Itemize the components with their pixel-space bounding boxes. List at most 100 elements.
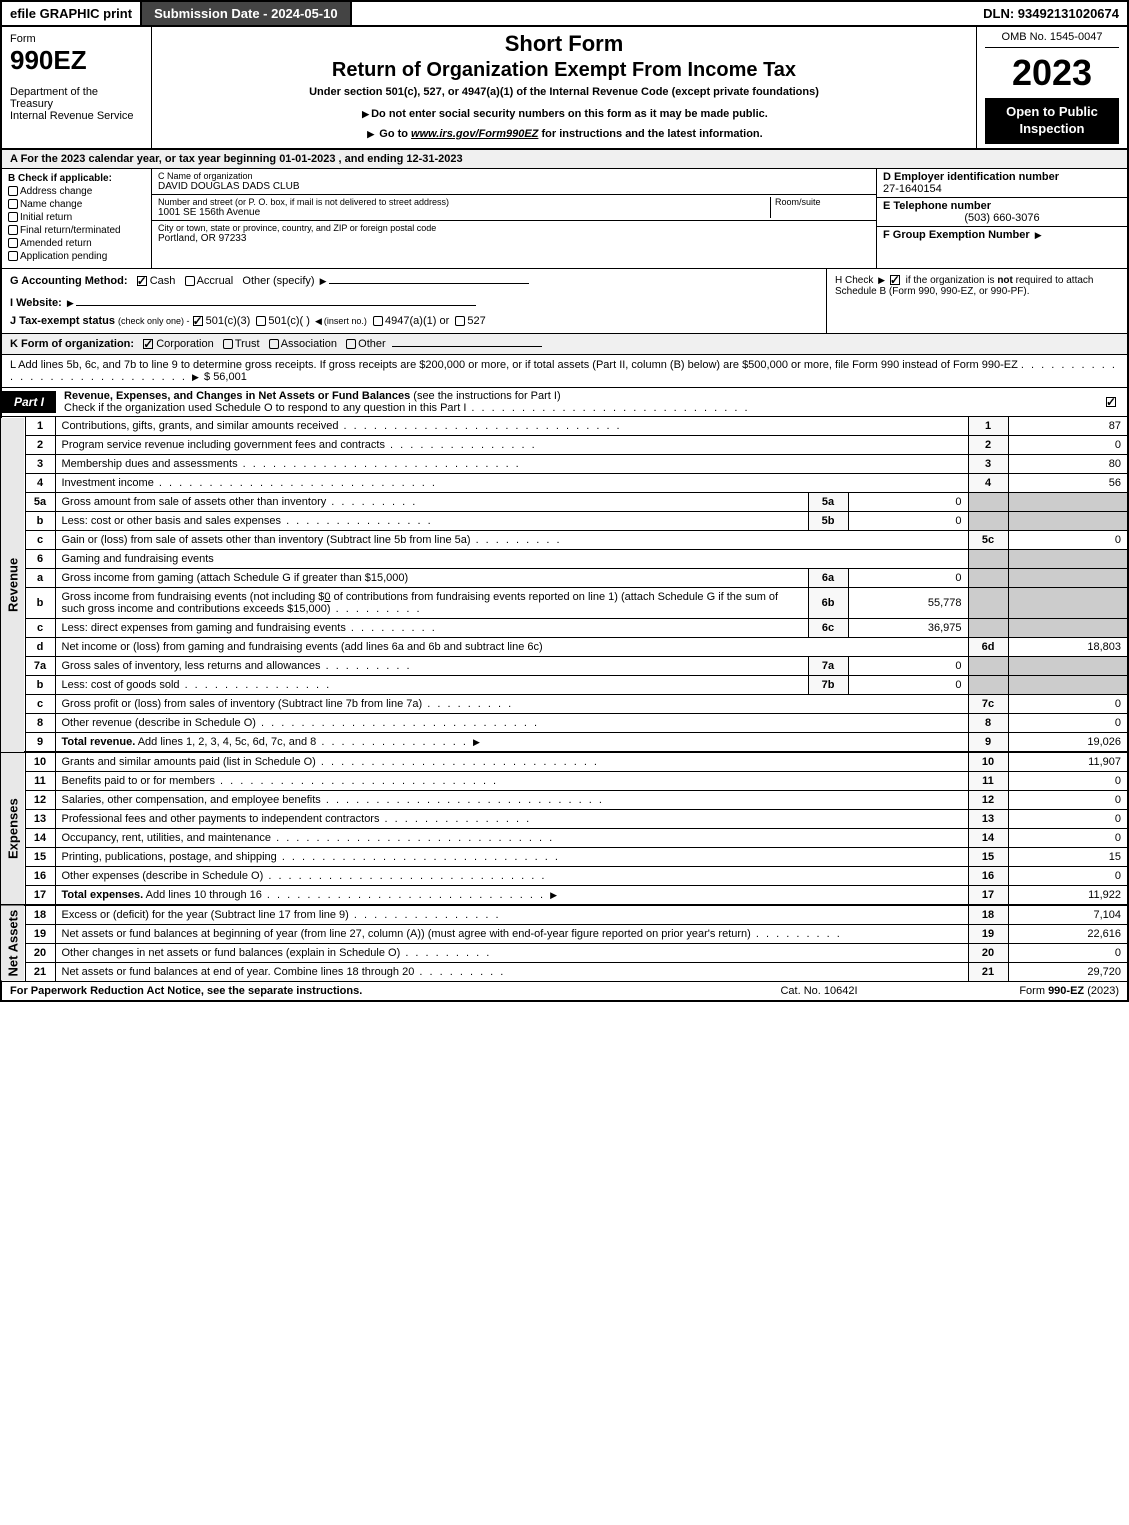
line-2-row: 2 Program service revenue including gove…	[1, 435, 1128, 454]
line-14-row: 14 Occupancy, rent, utilities, and maint…	[1, 828, 1128, 847]
street-value: 1001 SE 156th Avenue	[158, 207, 770, 218]
accounting-method: G Accounting Method: Cash Accrual Other …	[10, 275, 818, 287]
f-label: F Group Exemption Number	[883, 229, 1030, 241]
chk-association[interactable]	[269, 339, 279, 349]
form-number: 990EZ	[10, 45, 143, 76]
line-11-value: 0	[1008, 771, 1128, 790]
line-14-value: 0	[1008, 828, 1128, 847]
paperwork-notice: For Paperwork Reduction Act Notice, see …	[10, 985, 719, 997]
line-18-value: 7,104	[1008, 905, 1128, 925]
website-field[interactable]	[76, 305, 476, 306]
line-4-row: 4 Investment income 4 56	[1, 473, 1128, 492]
other-org-field[interactable]	[392, 346, 542, 347]
header-left: Form 990EZ Department of the Treasury In…	[2, 27, 152, 148]
line-1-value: 87	[1008, 417, 1128, 436]
h-text2: if the organization is	[906, 275, 998, 286]
group-exemption-block: F Group Exemption Number	[877, 227, 1127, 243]
line-2-value: 0	[1008, 435, 1128, 454]
line-6b-value: 55,778	[848, 587, 968, 618]
header-center: Short Form Return of Organization Exempt…	[152, 27, 977, 148]
irs-link[interactable]: www.irs.gov/Form990EZ	[411, 128, 538, 140]
org-city-block: City or town, state or province, country…	[152, 221, 876, 246]
chk-other-org[interactable]	[346, 339, 356, 349]
line-18-row: Net Assets 18 Excess or (deficit) for th…	[1, 905, 1128, 925]
telephone-value: (503) 660-3076	[883, 212, 1121, 224]
line-6c-value: 36,975	[848, 618, 968, 637]
chk-501c3[interactable]	[193, 316, 203, 326]
chk-cash[interactable]	[137, 276, 147, 286]
line-6b-row: b Gross income from fundraising events (…	[1, 587, 1128, 618]
line-9-value: 19,026	[1008, 732, 1128, 752]
line-12-value: 0	[1008, 790, 1128, 809]
line-15-row: 15 Printing, publications, postage, and …	[1, 847, 1128, 866]
city-label: City or town, state or province, country…	[158, 223, 870, 233]
line-6c-row: c Less: direct expenses from gaming and …	[1, 618, 1128, 637]
line-17-row: 17 Total expenses. Add lines 10 through …	[1, 885, 1128, 905]
efile-label[interactable]: efile GRAPHIC print	[2, 2, 140, 25]
ein-value: 27-1640154	[883, 183, 1121, 195]
chk-corporation[interactable]	[143, 339, 153, 349]
line-7a-value: 0	[848, 656, 968, 675]
ssn-warning: Do not enter social security numbers on …	[160, 108, 968, 120]
chk-name-change[interactable]: Name change	[8, 199, 145, 210]
chk-initial-return[interactable]: Initial return	[8, 212, 145, 223]
tax-exempt-row: J Tax-exempt status (check only one) - 5…	[10, 315, 818, 327]
line-7c-row: c Gross profit or (loss) from sales of i…	[1, 694, 1128, 713]
chk-527[interactable]	[455, 316, 465, 326]
col-b-checkboxes: B Check if applicable: Address change Na…	[2, 169, 152, 268]
row-k: K Form of organization: Corporation Trus…	[0, 334, 1129, 355]
row-a-calendar-year: A For the 2023 calendar year, or tax yea…	[0, 150, 1129, 169]
chk-application-pending[interactable]: Application pending	[8, 251, 145, 262]
part-i-header: Part I Revenue, Expenses, and Changes in…	[0, 388, 1129, 417]
line-20-row: 20 Other changes in net assets or fund b…	[1, 943, 1128, 962]
line-5c-value: 0	[1008, 530, 1128, 549]
line-20-value: 0	[1008, 943, 1128, 962]
c-name-label: C Name of organization	[158, 171, 870, 181]
col-def: D Employer identification number 27-1640…	[877, 169, 1127, 268]
chk-amended-return[interactable]: Amended return	[8, 238, 145, 249]
omb-number: OMB No. 1545-0047	[985, 31, 1119, 48]
line-12-row: 12 Salaries, other compensation, and emp…	[1, 790, 1128, 809]
line-5a-value: 0	[848, 492, 968, 511]
public-inspection-badge: Open to Public Inspection	[985, 98, 1119, 144]
line-6-row: 6 Gaming and fundraising events	[1, 549, 1128, 568]
part-i-checkbox[interactable]	[1098, 394, 1127, 410]
line-5a-row: 5a Gross amount from sale of assets othe…	[1, 492, 1128, 511]
chk-address-change[interactable]: Address change	[8, 186, 145, 197]
col-h: H Check if the organization is not requi…	[827, 269, 1127, 333]
other-field[interactable]	[329, 283, 529, 284]
chk-final-return[interactable]: Final return/terminated	[8, 225, 145, 236]
form-word: Form	[10, 33, 143, 45]
line-19-value: 22,616	[1008, 924, 1128, 943]
col-g: G Accounting Method: Cash Accrual Other …	[2, 269, 827, 333]
chk-trust[interactable]	[223, 339, 233, 349]
chk-schedule-b[interactable]	[890, 275, 900, 285]
h-not: not	[997, 275, 1013, 286]
row-l: L Add lines 5b, 6c, and 7b to line 9 to …	[0, 355, 1129, 388]
line-19-row: 19 Net assets or fund balances at beginn…	[1, 924, 1128, 943]
tax-year: 2023	[985, 52, 1119, 94]
catalog-number: Cat. No. 10642I	[719, 985, 919, 997]
org-name-block: C Name of organization DAVID DOUGLAS DAD…	[152, 169, 876, 195]
line-6d-value: 18,803	[1008, 637, 1128, 656]
line-17-value: 11,922	[1008, 885, 1128, 905]
section-bcdef: B Check if applicable: Address change Na…	[0, 169, 1129, 269]
h-text1: H Check	[835, 275, 876, 286]
col-c-org-info: C Name of organization DAVID DOUGLAS DAD…	[152, 169, 877, 268]
d-label: D Employer identification number	[883, 171, 1121, 183]
dln-number: DLN: 93492131020674	[975, 2, 1127, 25]
line-7b-row: b Less: cost of goods sold 7b 0	[1, 675, 1128, 694]
department-label: Department of the Treasury Internal Reve…	[10, 86, 143, 122]
chk-accrual[interactable]	[185, 276, 195, 286]
line-6d-row: d Net income or (loss) from gaming and f…	[1, 637, 1128, 656]
line-21-value: 29,720	[1008, 962, 1128, 981]
line-21-row: 21 Net assets or fund balances at end of…	[1, 962, 1128, 981]
page-footer: For Paperwork Reduction Act Notice, see …	[0, 982, 1129, 1002]
form-header: Form 990EZ Department of the Treasury In…	[0, 27, 1129, 150]
chk-4947[interactable]	[373, 316, 383, 326]
room-label: Room/suite	[775, 197, 870, 207]
line-7a-row: 7a Gross sales of inventory, less return…	[1, 656, 1128, 675]
chk-501c[interactable]	[256, 316, 266, 326]
j-sub: (check only one) -	[118, 316, 190, 326]
row-gh: G Accounting Method: Cash Accrual Other …	[0, 269, 1129, 334]
